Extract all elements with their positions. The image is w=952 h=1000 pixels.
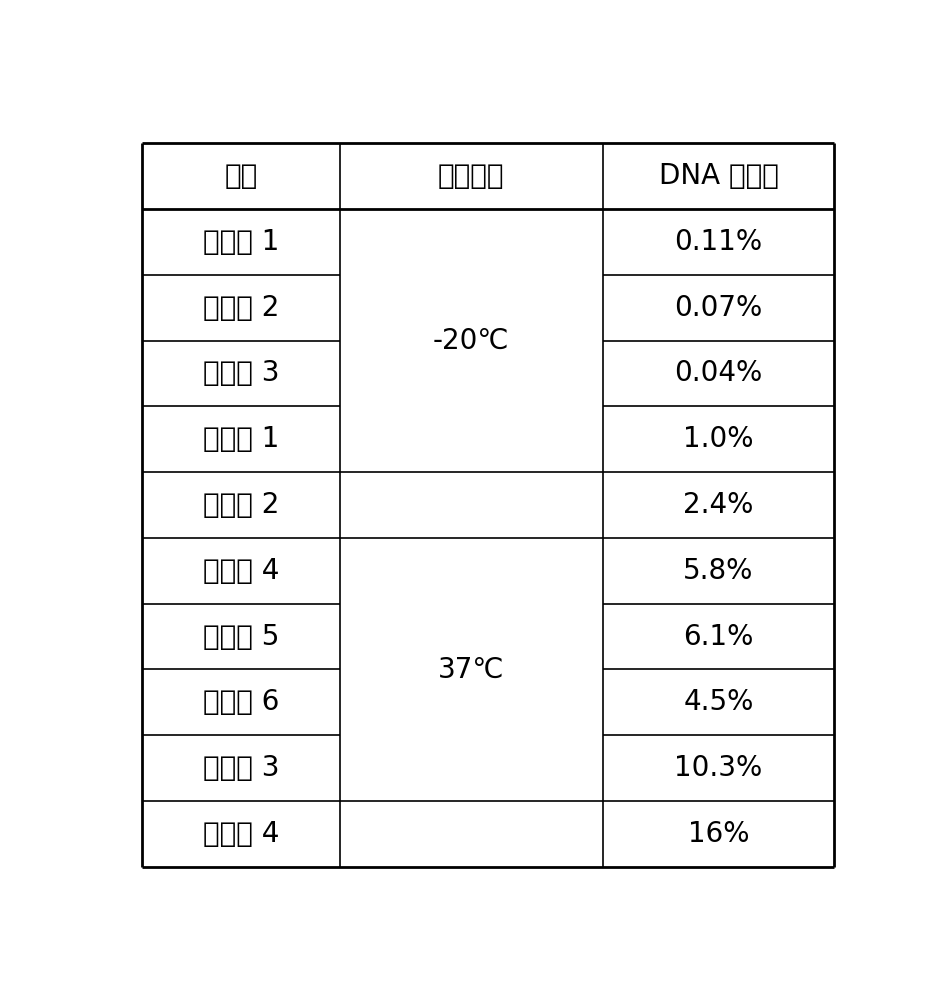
- Text: 10.3%: 10.3%: [674, 754, 762, 782]
- Text: DNA 降解率: DNA 降解率: [658, 162, 778, 190]
- Text: 37℃: 37℃: [437, 655, 504, 683]
- Text: 对照组 3: 对照组 3: [203, 754, 279, 782]
- Text: 保存条件: 保存条件: [437, 162, 504, 190]
- Text: 2.4%: 2.4%: [683, 491, 753, 519]
- Text: 对照组 4: 对照组 4: [203, 820, 279, 848]
- Text: 6.1%: 6.1%: [683, 623, 753, 651]
- Text: 对照组 2: 对照组 2: [203, 491, 279, 519]
- Text: 0.07%: 0.07%: [674, 294, 762, 322]
- Text: 实验组 5: 实验组 5: [203, 623, 279, 651]
- Text: 4.5%: 4.5%: [683, 688, 753, 716]
- Text: 16%: 16%: [687, 820, 748, 848]
- Text: -20℃: -20℃: [432, 326, 508, 355]
- Text: 组别: 组别: [224, 162, 257, 190]
- Text: 对照组 1: 对照组 1: [203, 425, 279, 453]
- Text: 实验组 2: 实验组 2: [203, 294, 279, 322]
- Text: 实验组 4: 实验组 4: [203, 557, 279, 585]
- Text: 实验组 6: 实验组 6: [203, 688, 279, 716]
- Text: 实验组 1: 实验组 1: [203, 228, 279, 256]
- Text: 实验组 3: 实验组 3: [203, 359, 279, 387]
- Text: 5.8%: 5.8%: [683, 557, 753, 585]
- Text: 0.11%: 0.11%: [674, 228, 762, 256]
- Text: 1.0%: 1.0%: [683, 425, 753, 453]
- Text: 0.04%: 0.04%: [674, 359, 762, 387]
